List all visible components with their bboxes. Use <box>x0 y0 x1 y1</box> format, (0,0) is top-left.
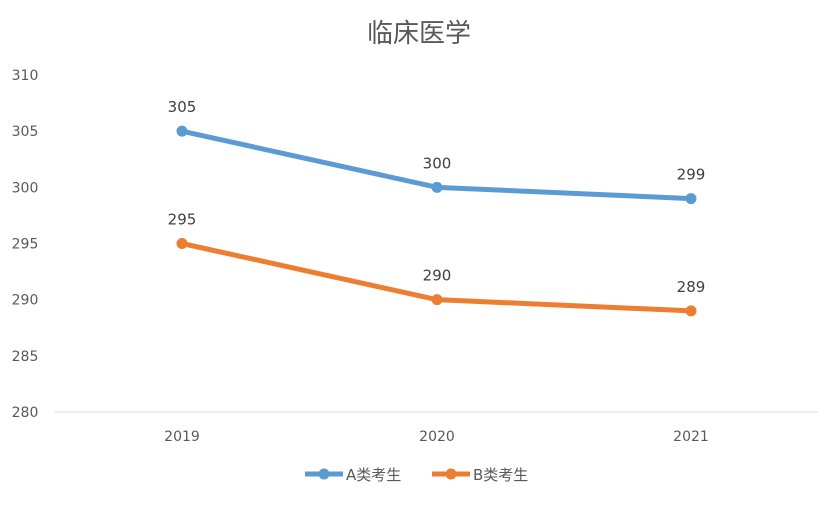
y-tick-label: 300 <box>12 180 39 196</box>
y-tick-label: 285 <box>12 349 39 365</box>
data-point <box>685 193 697 205</box>
data-label: 305 <box>168 98 197 116</box>
x-tick-label: 2019 <box>164 429 200 445</box>
series-2: 295 290 289 <box>168 211 706 317</box>
data-point <box>431 294 443 306</box>
chart-title: 临床医学 <box>367 19 471 49</box>
legend-label: A类考生 <box>346 466 401 484</box>
data-label: 290 <box>423 267 452 285</box>
y-tick-label: 305 <box>12 124 39 140</box>
legend-label: B类考生 <box>473 466 528 484</box>
legend-marker <box>318 468 330 480</box>
data-point <box>176 238 188 249</box>
y-tick-label: 310 <box>12 68 39 84</box>
data-label: 299 <box>677 166 706 184</box>
x-tick-label: 2020 <box>419 429 455 445</box>
y-tick-label: 280 <box>12 405 39 421</box>
legend-marker <box>445 468 457 480</box>
data-point <box>685 305 697 317</box>
y-tick-label: 295 <box>12 237 39 253</box>
legend-item: A类考生 <box>305 466 401 484</box>
data-point <box>431 181 443 193</box>
data-label: 295 <box>168 211 197 229</box>
y-tick-label: 290 <box>12 293 39 309</box>
legend-item: B类考生 <box>432 466 528 484</box>
data-point <box>176 125 188 137</box>
x-tick-label: 2021 <box>673 429 709 445</box>
series-1: 305 300 299 <box>168 98 706 205</box>
data-label: 300 <box>423 154 452 172</box>
data-label: 289 <box>677 278 706 296</box>
